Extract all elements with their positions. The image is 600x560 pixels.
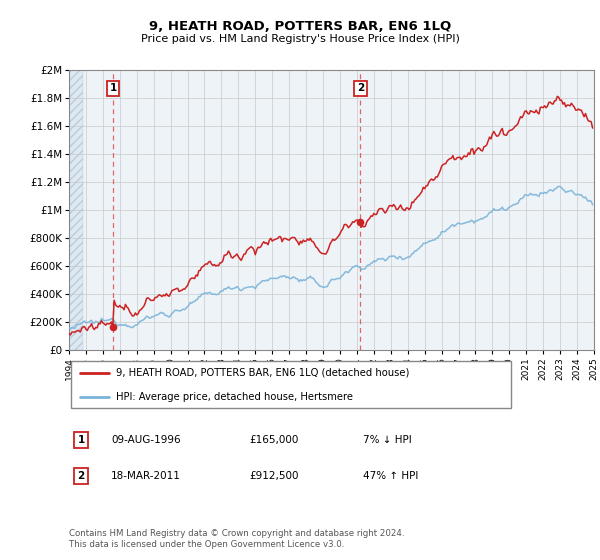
Text: £912,500: £912,500 xyxy=(249,471,299,481)
Text: 09-AUG-1996: 09-AUG-1996 xyxy=(111,435,181,445)
Text: 9, HEATH ROAD, POTTERS BAR, EN6 1LQ: 9, HEATH ROAD, POTTERS BAR, EN6 1LQ xyxy=(149,20,451,32)
Text: 18-MAR-2011: 18-MAR-2011 xyxy=(111,471,181,481)
FancyBboxPatch shape xyxy=(71,361,511,408)
Text: 2: 2 xyxy=(356,83,364,93)
Text: 1: 1 xyxy=(109,83,116,93)
Text: HPI: Average price, detached house, Hertsmere: HPI: Average price, detached house, Hert… xyxy=(116,392,353,402)
Text: Contains HM Land Registry data © Crown copyright and database right 2024.
This d: Contains HM Land Registry data © Crown c… xyxy=(69,529,404,549)
Text: £165,000: £165,000 xyxy=(249,435,298,445)
Text: 2: 2 xyxy=(77,471,85,481)
Text: 1: 1 xyxy=(77,435,85,445)
Text: 9, HEATH ROAD, POTTERS BAR, EN6 1LQ (detached house): 9, HEATH ROAD, POTTERS BAR, EN6 1LQ (det… xyxy=(116,367,409,377)
Text: 47% ↑ HPI: 47% ↑ HPI xyxy=(363,471,418,481)
Text: Price paid vs. HM Land Registry's House Price Index (HPI): Price paid vs. HM Land Registry's House … xyxy=(140,34,460,44)
Text: 7% ↓ HPI: 7% ↓ HPI xyxy=(363,435,412,445)
